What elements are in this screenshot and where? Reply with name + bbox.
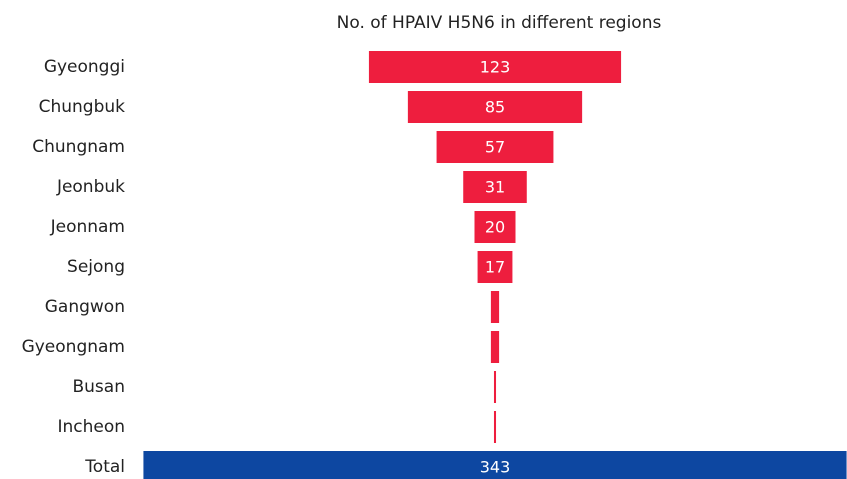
- value-label: 57: [485, 138, 505, 157]
- category-label: Chungbuk: [39, 97, 126, 117]
- category-label: Chungnam: [32, 137, 125, 157]
- value-label: 123: [480, 58, 511, 77]
- category-label: Sejong: [67, 257, 125, 277]
- bar: [463, 171, 527, 203]
- category-label: Busan: [73, 377, 126, 397]
- bar: [493, 371, 497, 403]
- category-label: Gyeongnam: [22, 337, 125, 357]
- bar: [493, 411, 497, 443]
- value-label: 85: [485, 98, 505, 117]
- category-label: Jeonbuk: [56, 177, 125, 197]
- value-label: 17: [485, 258, 505, 277]
- bar: [474, 211, 516, 243]
- category-label: Gangwon: [45, 297, 125, 317]
- chart-title: No. of HPAIV H5N6 in different regions: [337, 13, 662, 33]
- value-label: 20: [485, 218, 505, 237]
- bar: [143, 451, 847, 479]
- category-label: Incheon: [57, 417, 125, 437]
- bar: [407, 91, 583, 123]
- bar: [490, 331, 500, 363]
- bar: [477, 251, 513, 283]
- bar: [368, 51, 622, 83]
- category-label: Total: [84, 457, 125, 477]
- category-label: Gyeonggi: [44, 57, 125, 77]
- value-label: 31: [485, 178, 505, 197]
- bar: [436, 131, 554, 163]
- bar: [490, 291, 500, 323]
- value-label: 343: [480, 458, 511, 477]
- category-label: Jeonnam: [50, 217, 125, 237]
